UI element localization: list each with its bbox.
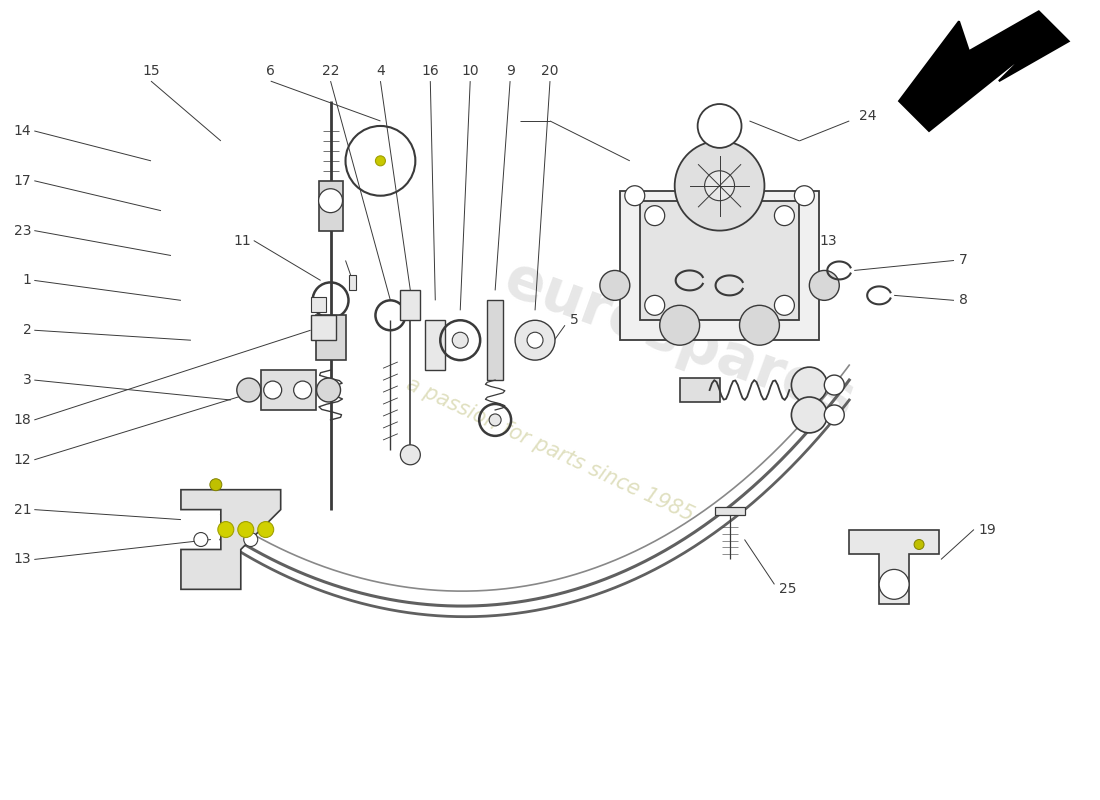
Text: 4: 4 <box>376 64 385 78</box>
Circle shape <box>794 186 814 206</box>
Circle shape <box>810 270 839 300</box>
Circle shape <box>244 533 257 546</box>
Text: 9: 9 <box>506 64 515 78</box>
Circle shape <box>264 381 282 399</box>
Polygon shape <box>899 11 1069 131</box>
Text: 14: 14 <box>13 124 31 138</box>
Circle shape <box>824 375 845 395</box>
FancyBboxPatch shape <box>426 320 446 370</box>
Circle shape <box>515 320 556 360</box>
Circle shape <box>319 189 342 213</box>
FancyBboxPatch shape <box>310 315 336 340</box>
Text: 11: 11 <box>233 234 251 247</box>
Text: 6: 6 <box>266 64 275 78</box>
FancyBboxPatch shape <box>349 275 356 290</box>
Circle shape <box>375 156 385 166</box>
Text: 22: 22 <box>322 64 339 78</box>
FancyBboxPatch shape <box>261 370 316 410</box>
Circle shape <box>490 414 502 426</box>
Text: 13: 13 <box>13 553 31 566</box>
FancyBboxPatch shape <box>680 378 719 402</box>
Circle shape <box>218 522 234 538</box>
Circle shape <box>774 206 794 226</box>
Text: 16: 16 <box>421 64 439 78</box>
Circle shape <box>739 306 780 345</box>
Text: 18: 18 <box>13 413 31 427</box>
Text: 8: 8 <box>959 294 968 307</box>
Text: 3: 3 <box>23 373 31 387</box>
Text: 21: 21 <box>13 502 31 517</box>
Text: 15: 15 <box>142 64 160 78</box>
Circle shape <box>674 141 764 230</box>
Text: 24: 24 <box>859 109 877 123</box>
Circle shape <box>317 378 341 402</box>
Text: a passion for parts since 1985: a passion for parts since 1985 <box>403 374 697 526</box>
Circle shape <box>824 405 845 425</box>
Text: 13: 13 <box>820 234 837 247</box>
Text: 12: 12 <box>13 453 31 466</box>
Text: 17: 17 <box>13 174 31 188</box>
Circle shape <box>774 295 794 315</box>
Text: 7: 7 <box>959 254 968 267</box>
Text: 2: 2 <box>23 323 31 338</box>
Circle shape <box>238 522 254 538</box>
Text: 5: 5 <box>570 314 579 327</box>
Text: 25: 25 <box>780 582 796 596</box>
Text: 1: 1 <box>22 274 31 287</box>
Circle shape <box>645 295 664 315</box>
FancyBboxPatch shape <box>310 298 326 312</box>
Circle shape <box>705 170 735 201</box>
Circle shape <box>194 533 208 546</box>
FancyBboxPatch shape <box>319 181 342 230</box>
Circle shape <box>914 539 924 550</box>
Circle shape <box>791 397 827 433</box>
Circle shape <box>257 522 274 538</box>
Circle shape <box>791 367 827 403</box>
FancyBboxPatch shape <box>640 201 800 320</box>
Circle shape <box>527 332 543 348</box>
Circle shape <box>697 104 741 148</box>
Circle shape <box>879 570 909 599</box>
Circle shape <box>660 306 700 345</box>
Circle shape <box>625 186 645 206</box>
Circle shape <box>645 206 664 226</box>
FancyBboxPatch shape <box>619 190 820 340</box>
Polygon shape <box>180 490 280 590</box>
Circle shape <box>236 378 261 402</box>
Circle shape <box>452 332 469 348</box>
Text: eurospares: eurospares <box>496 250 862 430</box>
Text: 19: 19 <box>979 522 997 537</box>
Circle shape <box>400 445 420 465</box>
FancyBboxPatch shape <box>715 506 745 514</box>
Text: 20: 20 <box>541 64 559 78</box>
FancyBboxPatch shape <box>487 300 503 380</box>
FancyBboxPatch shape <box>316 315 345 360</box>
Circle shape <box>210 478 222 490</box>
Text: 10: 10 <box>461 64 478 78</box>
Polygon shape <box>849 530 939 604</box>
FancyBboxPatch shape <box>400 290 420 320</box>
Text: 23: 23 <box>14 223 31 238</box>
Circle shape <box>600 270 630 300</box>
Circle shape <box>294 381 311 399</box>
